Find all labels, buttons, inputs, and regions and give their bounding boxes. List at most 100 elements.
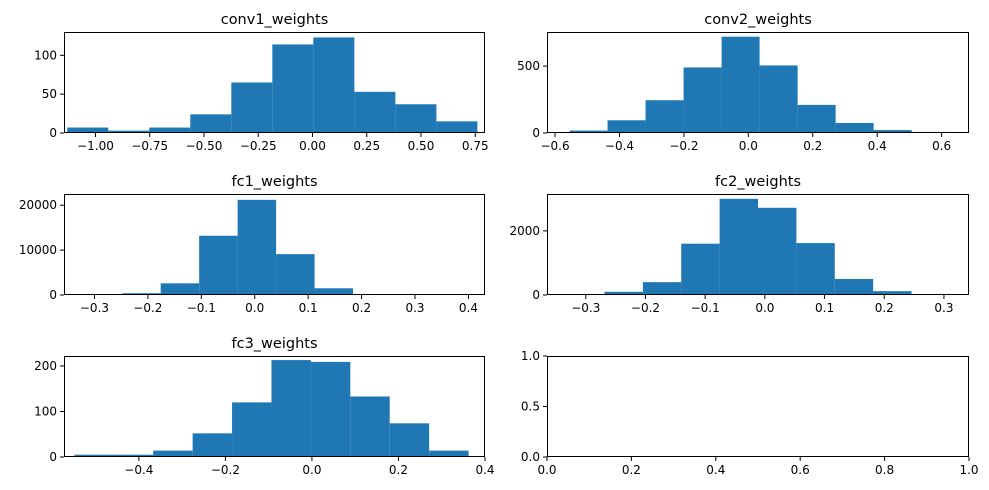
y-tick-label: 0	[532, 126, 540, 140]
x-tick-label: 0.2	[389, 463, 408, 477]
y-tick-label: 0	[532, 288, 540, 302]
x-tick-label: 0.4	[706, 463, 725, 477]
x-tick-label: 0.2	[622, 463, 641, 477]
x-tick-label: −0.50	[186, 139, 223, 153]
x-tick-label: 0.1	[299, 301, 318, 315]
histogram-bar	[607, 120, 646, 133]
x-tick-label: 0.50	[408, 139, 435, 153]
x-tick-label: 0.4	[475, 463, 494, 477]
x-tick-label: 0.8	[875, 463, 894, 477]
histogram-bar	[759, 65, 798, 133]
panel-title: conv2_weights	[704, 12, 812, 28]
x-tick-label: −0.75	[131, 139, 168, 153]
y-tick-label: 0.5	[521, 400, 540, 414]
histogram-bar	[160, 283, 200, 295]
y-tick-label: 0.0	[521, 450, 540, 464]
x-tick-label: 0.6	[932, 139, 951, 153]
histogram-bar	[310, 361, 351, 457]
x-tick-label: 0.4	[868, 139, 887, 153]
histogram-bar	[113, 454, 154, 457]
y-tick-label: 2000	[509, 224, 540, 238]
x-tick-label: −0.1	[187, 301, 216, 315]
y-tick-label: 1.0	[521, 349, 540, 363]
x-tick-label: 1.0	[959, 463, 978, 477]
y-tick-label: 100	[34, 405, 57, 419]
x-tick-label: −1.00	[77, 139, 114, 153]
x-tick-label: 0.2	[803, 139, 822, 153]
histogram-bar	[67, 127, 109, 133]
histogram-panel: −0.6 −0.4 −0.2 0.0 0.2 0.4 0.6 0 500 conv2_weight…	[517, 12, 969, 153]
x-tick-label: −0.25	[240, 139, 277, 153]
y-tick-label: 0	[49, 126, 57, 140]
axes-frame	[64, 356, 485, 457]
panel-title: fc1_weights	[232, 174, 318, 190]
x-tick-label: 0.0	[302, 463, 321, 477]
x-tick-label: −0.2	[211, 463, 240, 477]
histogram-bar	[721, 36, 760, 134]
histogram-bar	[834, 278, 874, 295]
histogram-bar	[873, 291, 912, 295]
y-tick-label: 50	[42, 87, 57, 101]
histogram-bar	[389, 423, 430, 457]
y-tick-label: 100	[34, 48, 57, 62]
x-tick-label: 0.0	[755, 301, 774, 315]
histogram-bar	[758, 207, 797, 295]
y-tick-label: 20000	[19, 198, 57, 212]
histogram-bar	[314, 288, 354, 295]
axes-frame	[547, 194, 969, 295]
histogram-bar	[108, 130, 150, 133]
histogram-bar	[272, 44, 314, 133]
histogram-bar	[354, 91, 396, 133]
histogram-bar	[796, 243, 835, 295]
histogram-bar	[276, 254, 315, 295]
x-tick-label: 0.0	[245, 301, 264, 315]
histogram-bar	[192, 433, 233, 457]
x-tick-label: 0.25	[353, 139, 380, 153]
histogram-bar	[149, 127, 191, 133]
histogram-bar	[642, 282, 682, 295]
histogram-bar	[237, 199, 277, 295]
x-tick-label: 0.3	[934, 301, 953, 315]
panel-title: fc3_weights	[232, 336, 318, 352]
histogram-bar	[232, 402, 272, 457]
x-tick-label: 0.0	[739, 139, 758, 153]
x-tick-label: −0.6	[540, 139, 569, 153]
axes-frame	[64, 32, 485, 133]
x-tick-label: −0.2	[631, 301, 660, 315]
histogram-bar	[153, 450, 193, 457]
y-tick-label: 10000	[19, 243, 57, 257]
x-tick-label: −0.2	[133, 301, 162, 315]
histogram-bar	[645, 100, 684, 133]
x-tick-label: 0.4	[459, 301, 478, 315]
histogram-panel: −1.00 −0.75 −0.50 −0.25 0.00 0.25 0.50 0.75 0 50 1…	[34, 12, 489, 153]
histogram-bar	[569, 130, 608, 133]
histogram-bar	[683, 67, 722, 133]
x-tick-label: 0.3	[405, 301, 424, 315]
histogram-bar	[231, 82, 273, 133]
histogram-bar	[604, 291, 643, 295]
y-tick-label: 500	[517, 59, 540, 73]
histogram-bar	[190, 114, 232, 133]
x-tick-label: −0.3	[80, 301, 109, 315]
histogram-bar	[199, 235, 238, 295]
x-tick-label: 0.2	[352, 301, 371, 315]
histogram-bar	[74, 454, 114, 457]
panel-title: fc2_weights	[715, 174, 801, 190]
panel-title: conv1_weights	[221, 12, 329, 28]
histogram-panel: −0.3 −0.2 −0.1 0.0 0.1 0.2 0.3 0.4 0 10000 20000 fc…	[19, 174, 485, 315]
x-tick-label: 0.1	[815, 301, 834, 315]
histogram-bar	[429, 450, 469, 457]
x-tick-label: 0.2	[875, 301, 894, 315]
histogram-panel: −0.3 −0.2 −0.1 0.0 0.1 0.2 0.3 0 2000 fc2_weights	[509, 174, 969, 315]
x-tick-label: −0.3	[571, 301, 600, 315]
x-tick-label: 0.75	[462, 139, 489, 153]
x-tick-label: 0.6	[791, 463, 810, 477]
x-tick-label: 0.00	[299, 139, 326, 153]
histogram-bar	[436, 121, 478, 133]
x-tick-label: 0.0	[537, 463, 556, 477]
axes-frame	[64, 194, 485, 295]
histogram-bar	[835, 122, 874, 133]
histogram-bar	[395, 104, 437, 133]
